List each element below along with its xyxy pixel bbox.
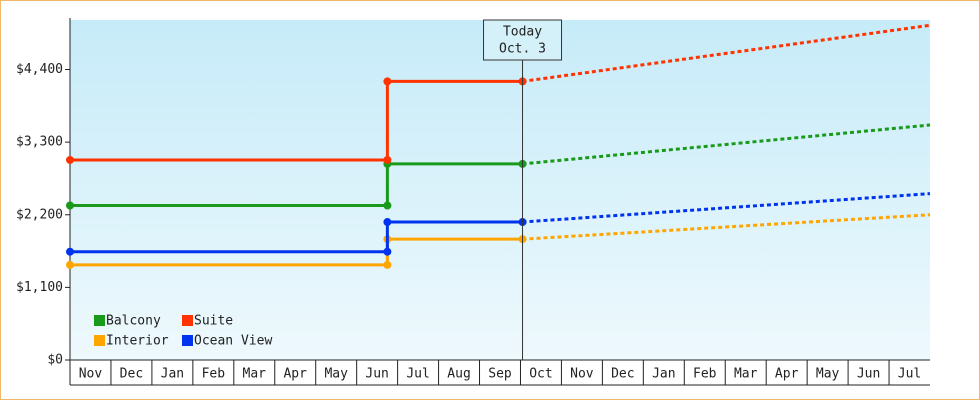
today-label: Oct. 3 — [499, 42, 546, 57]
legend-label: Balcony — [106, 314, 161, 329]
x-tick-label: Aug — [447, 367, 470, 382]
legend-label: Ocean View — [194, 334, 272, 349]
legend-swatch — [94, 315, 105, 326]
x-tick-label: Dec — [120, 367, 143, 382]
x-tick-label: Sep — [488, 367, 512, 382]
x-tick-label: Jul — [406, 367, 429, 382]
forecast-line — [522, 123, 931, 166]
x-tick-label: Jan — [652, 367, 675, 382]
forecast-line — [522, 213, 931, 241]
x-tick-label: Jul — [898, 367, 921, 382]
today-box — [483, 19, 563, 61]
x-tick-label: Oct — [529, 367, 552, 382]
today-label: Today — [503, 25, 542, 40]
x-tick-label: May — [324, 367, 348, 382]
x-tick-label: Dec — [611, 367, 634, 382]
point — [383, 260, 392, 269]
y-tick-label: $1,100 — [16, 280, 63, 295]
x-tick-label: Apr — [283, 367, 307, 382]
x-tick-label: May — [816, 367, 840, 382]
legend-swatch — [182, 315, 193, 326]
series-line — [70, 220, 523, 254]
point — [66, 247, 74, 256]
plot-area — [70, 20, 930, 360]
point — [383, 218, 392, 227]
point — [383, 77, 392, 86]
y-tick-label: $0 — [47, 353, 63, 368]
x-tick-label: Mar — [243, 367, 267, 382]
y-tick-label: $3,300 — [16, 135, 63, 150]
legend-label: Interior — [106, 334, 169, 349]
point — [66, 155, 74, 164]
x-tick-label: Jun — [365, 367, 388, 382]
x-tick-label: Jan — [161, 367, 184, 382]
x-tick-label: Feb — [202, 367, 226, 382]
forecast-line — [522, 23, 931, 83]
legend-swatch — [94, 335, 105, 346]
point — [383, 155, 392, 164]
forecast-line — [522, 192, 931, 224]
y-tick-label: $2,200 — [16, 207, 63, 222]
x-tick-label: Feb — [693, 367, 717, 382]
x-tick-label: Jun — [857, 367, 880, 382]
point — [66, 260, 74, 269]
point — [383, 201, 392, 210]
point — [66, 201, 74, 210]
x-tick-label: Mar — [734, 367, 758, 382]
legend-label: Suite — [194, 314, 233, 329]
x-tick-label: Apr — [775, 367, 799, 382]
y-tick-label: $4,400 — [16, 62, 63, 77]
x-tick-label: Nov — [79, 367, 103, 382]
legend-swatch — [182, 335, 193, 346]
series-line — [70, 79, 523, 162]
x-tick-label: Nov — [570, 367, 594, 382]
series-line — [70, 162, 523, 208]
point — [383, 247, 392, 256]
